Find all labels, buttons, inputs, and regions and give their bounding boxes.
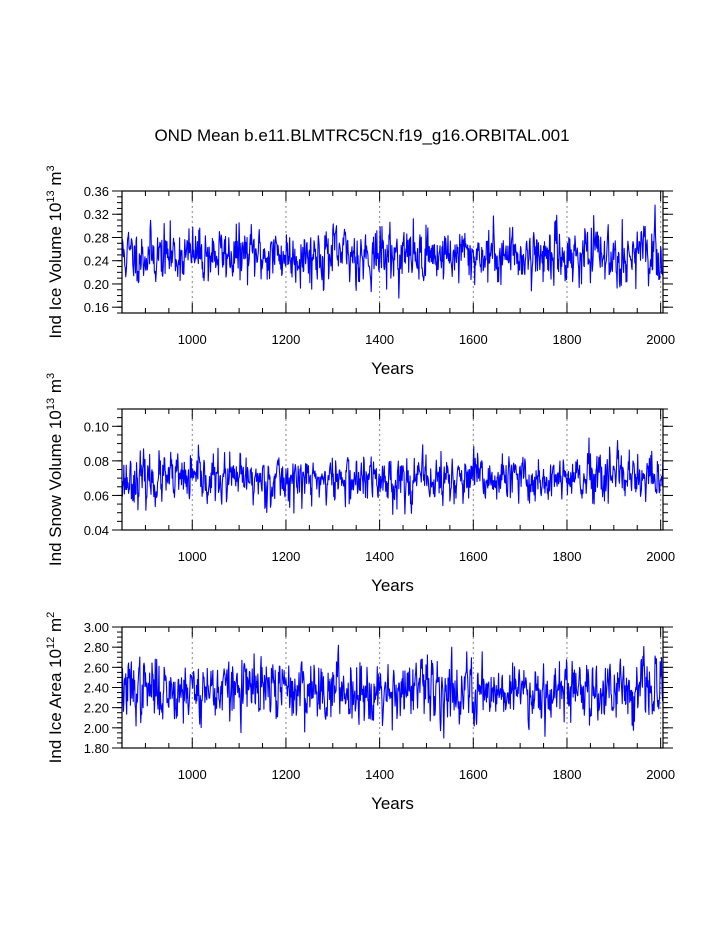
x-tick-label: 1200 [271,549,300,564]
x-tick-label: 2000 [646,549,675,564]
figure-title: OND Mean b.e11.BLMTRC5CN.f19_g16.ORBITAL… [154,126,569,145]
y-axis-label-part: m [46,171,65,190]
x-tick-label: 1000 [178,549,207,564]
y-tick-label: 2.20 [84,701,109,716]
y-axis-label-part: Ind Ice Volume 10 [46,203,65,339]
y-axis-label-part: m [46,379,65,398]
panel-1: 1000 1200 1400 1600 1800 2000 0.16 0.20 0.24 0.28… [45,165,675,378]
y-tick-label: 0.32 [84,207,109,222]
series-line [121,437,664,515]
y-axis-label-exponent: 2 [45,612,57,618]
y-axis-label-exponent: 12 [45,637,57,649]
y-axis-label: Ind Ice Area 1012 m2 [45,612,65,764]
x-tick-label: 1200 [271,332,300,347]
x-tick-label: 1800 [553,332,582,347]
panel-3: 1000 1200 1400 1600 1800 2000 1.80 2.00 2.20 2.40… [45,612,675,813]
x-axis-label: Years [371,576,414,595]
x-tick-label: 1400 [365,767,394,782]
x-axis-label: Years [371,794,414,813]
y-axis-label-exponent: 3 [45,373,57,379]
y-tick-label: 0.28 [84,230,109,245]
y-tick-label: 2.80 [84,640,109,655]
x-tick-label: 1400 [365,549,394,564]
y-tick-label: 0.36 [84,184,109,199]
x-tick-label: 2000 [646,767,675,782]
x-tick-label: 1600 [459,767,488,782]
y-axis-label-exponent: 13 [45,190,57,202]
x-tick-label: 1400 [365,332,394,347]
y-tick-label: 2.60 [84,660,109,675]
x-tick-label: 1600 [459,549,488,564]
x-tick-label: 1800 [553,767,582,782]
y-tick-label: 0.08 [84,454,109,469]
x-tick-label: 1000 [178,332,207,347]
y-tick-label: 0.10 [84,419,109,434]
y-tick-label: 2.00 [84,721,109,736]
y-axis-label-part: m [46,618,65,637]
x-tick-label: 1800 [553,549,582,564]
y-tick-label: 0.04 [84,523,109,538]
series-line [121,204,664,299]
panel-2: 1000 1200 1400 1600 1800 2000 0.04 0.06 0.08 0.10… [45,373,675,595]
series-line [121,644,664,739]
y-tick-label: 0.16 [84,300,109,315]
y-tick-label: 2.40 [84,681,109,696]
x-tick-label: 1600 [459,332,488,347]
x-axis-label: Years [371,359,414,378]
y-axis-label-part: Ind Ice Area 10 [46,649,65,763]
x-tick-label: 2000 [646,332,675,347]
y-axis-label-part: Ind Snow Volume 10 [46,410,65,566]
y-axis-label-exponent: 3 [45,165,57,171]
plot-frame [121,190,664,314]
y-tick-label: 0.06 [84,488,109,503]
x-tick-label: 1200 [271,767,300,782]
y-axis-label: Ind Ice Volume 1013 m3 [45,165,65,338]
y-tick-label: 0.24 [84,254,109,269]
panels-group: 1000 1200 1400 1600 1800 2000 0.16 0.20 0.24 0.28… [45,165,675,813]
y-axis-label: Ind Snow Volume 1013 m3 [45,373,65,566]
y-axis-label-exponent: 13 [45,398,57,410]
y-tick-label: 3.00 [84,620,109,635]
y-tick-label: 0.20 [84,277,109,292]
y-tick-label: 1.80 [84,741,109,756]
x-tick-label: 1000 [178,767,207,782]
